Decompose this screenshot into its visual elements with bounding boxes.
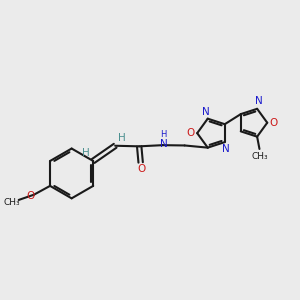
Text: O: O bbox=[270, 118, 278, 128]
Text: O: O bbox=[26, 191, 34, 201]
Text: H: H bbox=[82, 148, 90, 158]
Text: O: O bbox=[137, 164, 146, 174]
Text: N: N bbox=[222, 144, 230, 154]
Text: N: N bbox=[160, 139, 167, 149]
Text: CH₃: CH₃ bbox=[252, 152, 268, 160]
Text: H: H bbox=[160, 130, 167, 140]
Text: H: H bbox=[118, 133, 125, 142]
Text: N: N bbox=[202, 106, 210, 117]
Text: N: N bbox=[255, 97, 262, 106]
Text: CH₃: CH₃ bbox=[4, 197, 20, 206]
Text: O: O bbox=[187, 128, 195, 138]
